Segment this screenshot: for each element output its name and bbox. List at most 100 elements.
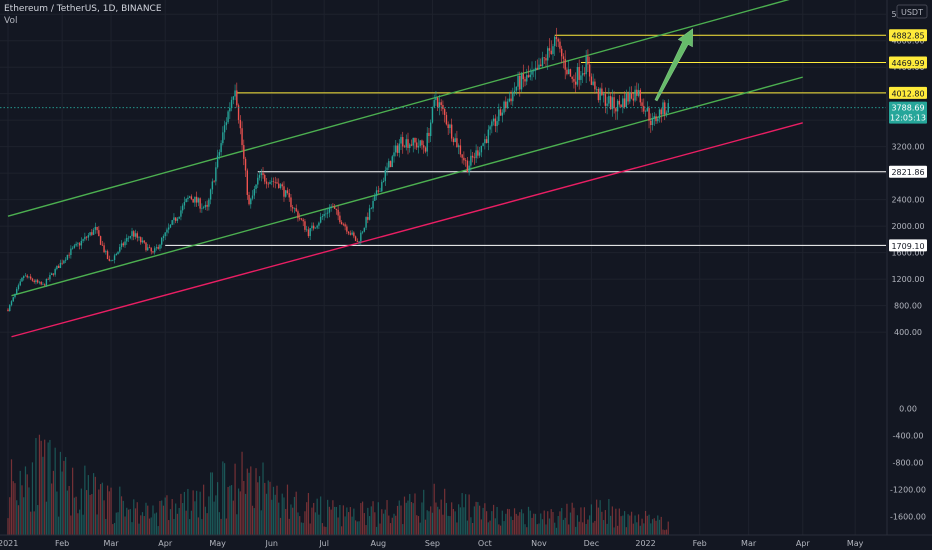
- volume-bar: [554, 522, 556, 535]
- volume-bar: [297, 512, 299, 535]
- candle-body: [24, 275, 27, 277]
- candle-body: [445, 115, 448, 125]
- time-tick-label: Mar: [104, 539, 120, 548]
- volume-bar: [499, 525, 502, 535]
- candle-body: [353, 232, 355, 237]
- candle-body: [244, 158, 247, 171]
- time-axis[interactable]: 2021 Feb Mar Apr May Jun Jul Aug Sep Oct Nov Dec 202…: [0, 539, 864, 548]
- volume-bar: [75, 496, 77, 535]
- volume-bar: [393, 513, 395, 535]
- volume-bar: [106, 485, 109, 535]
- volume-bar: [251, 505, 254, 535]
- candle-body: [375, 190, 378, 196]
- volume-bar: [405, 502, 407, 535]
- volume-bar: [237, 488, 240, 535]
- volume-bar: [637, 514, 640, 535]
- candle-body: [23, 276, 25, 278]
- volume-bar: [306, 502, 308, 535]
- volume-bar: [578, 521, 580, 535]
- currency-badge[interactable]: USDT: [896, 4, 928, 19]
- candle-body: [47, 279, 49, 280]
- candle-body: [382, 180, 385, 182]
- volume-bar: [423, 489, 425, 535]
- candle-body: [223, 125, 226, 133]
- volume-bar: [335, 506, 337, 535]
- candle-body: [428, 132, 430, 137]
- candle-body: [569, 69, 572, 77]
- volume-bar: [395, 515, 397, 535]
- candle-body: [552, 46, 554, 54]
- volume-bar: [456, 522, 458, 535]
- volume-bar: [311, 507, 313, 535]
- price-tick-label: 1600.00: [891, 249, 924, 258]
- volume-bar: [449, 516, 451, 535]
- candle-body: [665, 112, 668, 115]
- candle-body: [494, 118, 497, 127]
- volume-bar: [492, 504, 495, 535]
- candle-body: [660, 109, 662, 115]
- volume-bar: [550, 509, 552, 535]
- volume-bar: [26, 474, 28, 535]
- candle-body: [325, 213, 327, 215]
- volume-bar: [274, 494, 276, 535]
- candle-body: [195, 196, 198, 203]
- volume-bar: [300, 522, 303, 535]
- volume-bar: [12, 481, 14, 535]
- volume-bar: [344, 516, 346, 535]
- candle-body: [319, 216, 322, 223]
- candle-body: [466, 160, 469, 173]
- volume-bar: [145, 502, 147, 535]
- candle-body: [442, 105, 444, 110]
- volume-bar: [293, 496, 296, 535]
- volume-bar: [283, 497, 285, 535]
- volume-bar: [119, 486, 121, 535]
- price-tick-label: 2000.00: [891, 222, 924, 231]
- volume-bar: [178, 507, 180, 535]
- volume-bar: [444, 488, 446, 535]
- volume-bar: [627, 514, 629, 535]
- candle-body: [548, 48, 551, 51]
- candle-body: [28, 276, 30, 278]
- volume-bar: [122, 500, 124, 535]
- volume-bar: [412, 503, 414, 535]
- symbol-title[interactable]: Ethereum / TetherUS, 1D, BINANCE: [4, 4, 162, 14]
- volume-bar: [346, 507, 348, 535]
- volume-bar: [465, 494, 467, 535]
- volume-bar: [92, 473, 95, 535]
- volume-bar: [477, 502, 479, 535]
- candle-body: [580, 75, 582, 80]
- candle-body: [9, 305, 11, 312]
- candle-body: [436, 97, 439, 108]
- volume-bar: [302, 522, 304, 535]
- candle-body: [363, 227, 366, 232]
- volume-indicator-label[interactable]: Vol: [4, 16, 18, 26]
- candle-body: [133, 231, 135, 237]
- volume-bar: [157, 526, 159, 535]
- volume-bar: [632, 523, 634, 535]
- volume-bar: [229, 485, 231, 535]
- candle-body: [379, 191, 381, 192]
- candle-body: [96, 226, 98, 231]
- volume-bar: [175, 503, 177, 535]
- trend-line: [7, 0, 790, 217]
- candle-body: [89, 232, 91, 236]
- volume-bar: [358, 521, 360, 535]
- trend-line: [11, 122, 803, 338]
- candle-body: [251, 195, 254, 199]
- volume-bar: [59, 451, 62, 535]
- volume-bar: [568, 524, 570, 535]
- candle-body: [489, 126, 491, 130]
- volume-bar: [426, 510, 428, 535]
- volume-tick-label: -800.00: [893, 459, 924, 468]
- volume-bar: [339, 504, 341, 535]
- candle-body: [602, 94, 605, 96]
- volume-axis[interactable]: 0.00 -400.00 -800.00 -1200.00 -1600.00: [890, 405, 926, 522]
- volume-bar: [473, 506, 475, 535]
- price-tick-label: 800.00: [894, 302, 922, 311]
- candle-body: [618, 100, 621, 105]
- candle-body: [536, 67, 538, 70]
- volume-bar: [110, 487, 112, 535]
- volume-bar: [435, 502, 437, 535]
- candle-body: [365, 217, 367, 228]
